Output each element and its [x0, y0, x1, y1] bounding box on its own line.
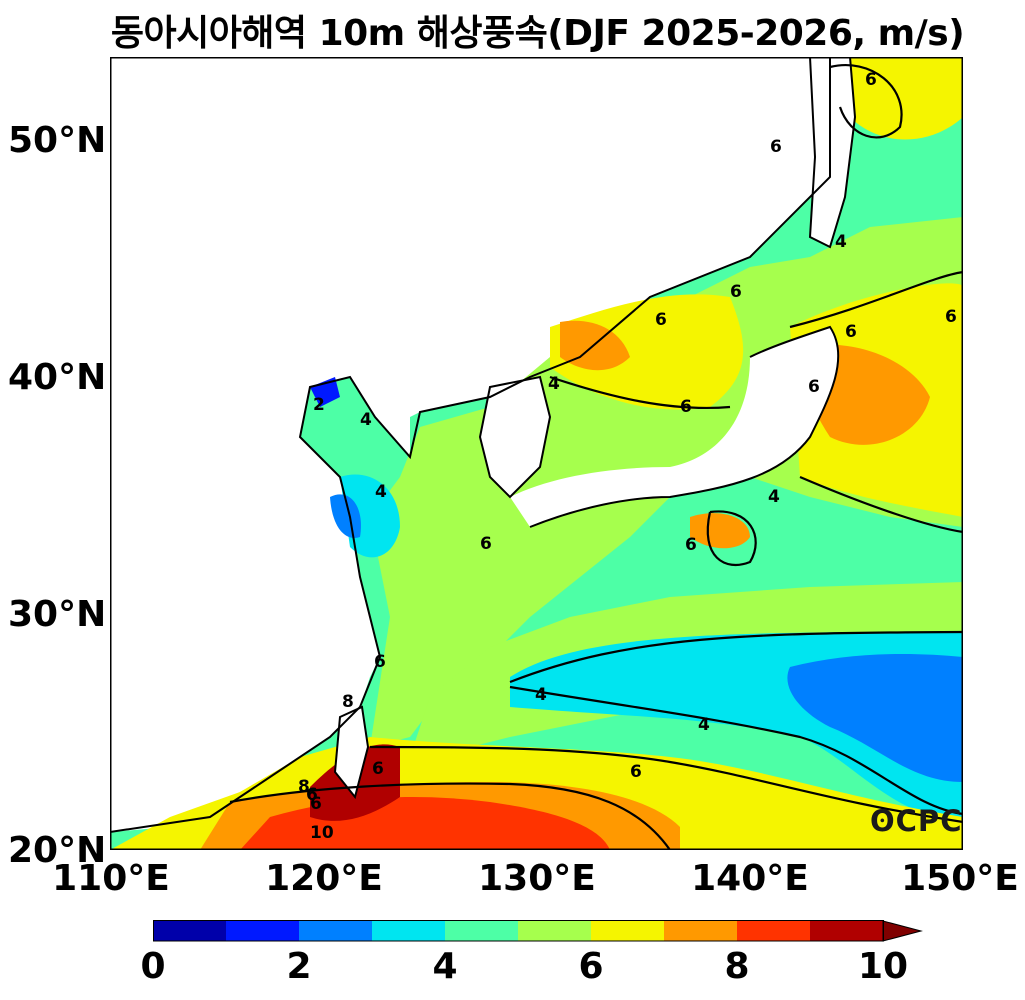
- field-band-2: [787, 654, 963, 782]
- colorbar-label: 2: [286, 946, 312, 987]
- contour-label: 6: [770, 137, 782, 157]
- colorbar-cells: [153, 921, 884, 941]
- x-tick-label: 140°E: [691, 858, 809, 899]
- contour-label: 6: [630, 762, 642, 782]
- colorbar-label: 8: [724, 946, 750, 987]
- contour-label: 6: [310, 794, 322, 814]
- colorbar-cell: [810, 921, 884, 941]
- map-border: [110, 57, 963, 850]
- contour-label: 6: [945, 307, 957, 327]
- coastline-japan: [529, 325, 840, 528]
- contour-8-south: [229, 782, 671, 850]
- contour-label: 4: [835, 232, 847, 252]
- contour-6-pacific-s: [799, 475, 963, 534]
- contour-6-okhotsk: [829, 64, 903, 139]
- colorbar-cell: [299, 921, 373, 941]
- colorbar: [153, 920, 923, 942]
- contour-4-north: [509, 630, 963, 684]
- map-title: 동아시아해역 10m 해상풍속(DJF 2025-2026, m/s): [110, 13, 965, 54]
- y-tick-label: 30°N: [8, 594, 107, 635]
- contour-label: 4: [535, 685, 547, 705]
- contour-label: 10: [310, 823, 334, 843]
- colorbar-extend-triangle: [882, 920, 923, 942]
- coastline-mainland: [110, 57, 831, 833]
- contour-label: 8: [342, 692, 354, 712]
- field-okhotsk-6: [830, 57, 963, 140]
- x-tick-label: 110°E: [52, 858, 170, 899]
- field-kyushu-7: [690, 513, 750, 549]
- contour-label: 4: [768, 487, 780, 507]
- wind-speed-map: 6 6 4 6 6 6 6 6 4 6 6 4 6 2 4 4 6 6 6 8 …: [110, 57, 963, 850]
- x-tick-label: 130°E: [478, 858, 596, 899]
- y-tick-label: 50°N: [8, 120, 107, 161]
- contour-6-jsea: [549, 375, 731, 410]
- coastline-korea: [478, 375, 552, 499]
- colorbar-label: 6: [578, 946, 604, 987]
- contour-label: 6: [480, 534, 492, 554]
- contour-6-south: [369, 745, 963, 824]
- contour-label: 6: [374, 652, 386, 672]
- contour-label-group: 6 6 4 6 6 6 6 6 4 6 6 4 6 2 4 4 6 6 6 8 …: [298, 70, 957, 843]
- colorbar-cell: [226, 921, 300, 941]
- x-tick-label: 120°E: [265, 858, 383, 899]
- colorbar-cell: [591, 921, 665, 941]
- cpc-logo: ʘCPC: [870, 804, 963, 838]
- colorbar-cell: [445, 921, 519, 941]
- coastline-sakhalin: [808, 57, 857, 249]
- y-tick-label: 40°N: [8, 357, 107, 398]
- contour-6-kyushu: [706, 510, 757, 567]
- land-japan: [510, 327, 839, 527]
- colorbar-label: 4: [432, 946, 458, 987]
- field-japan-sea-6: [550, 294, 744, 410]
- colorbar-cell: [518, 921, 592, 941]
- contour-label: 8: [298, 777, 310, 797]
- contour-6-pacific-n: [789, 270, 963, 329]
- contour-label: 4: [360, 410, 372, 430]
- colorbar-label: 10: [857, 946, 909, 987]
- contour-label: 4: [698, 715, 710, 735]
- contour-label: 4: [375, 482, 387, 502]
- contour-label: 6: [685, 535, 697, 555]
- contour-label: 6: [655, 310, 667, 330]
- x-tick-label: 150°E: [901, 858, 1019, 899]
- field-yellow-sea-2: [330, 494, 361, 538]
- contour-label: 6: [306, 785, 318, 805]
- map-canvas: 6 6 4 6 6 6 6 6 4 6 6 4 6 2 4 4 6 6 6 8 …: [110, 57, 963, 850]
- contour-label: 6: [730, 282, 742, 302]
- contour-label: 6: [808, 377, 820, 397]
- contour-label: 2: [313, 395, 325, 415]
- colorbar-cell: [372, 921, 446, 941]
- land-mainland: [110, 57, 830, 832]
- colorbar-cell: [153, 921, 227, 941]
- y-tick-label: 20°N: [8, 830, 107, 871]
- contour-label: 6: [845, 322, 857, 342]
- contour-label: 6: [865, 70, 877, 90]
- contour-label: 6: [680, 397, 692, 417]
- colorbar-cell: [664, 921, 738, 941]
- colorbar-cell: [737, 921, 811, 941]
- contour-label: 4: [548, 374, 560, 394]
- contour-label: 6: [372, 759, 384, 779]
- contour-4-south: [509, 685, 963, 816]
- colorbar-label: 0: [140, 946, 166, 987]
- colorbar-border: [153, 920, 884, 942]
- land-korea: [480, 377, 550, 497]
